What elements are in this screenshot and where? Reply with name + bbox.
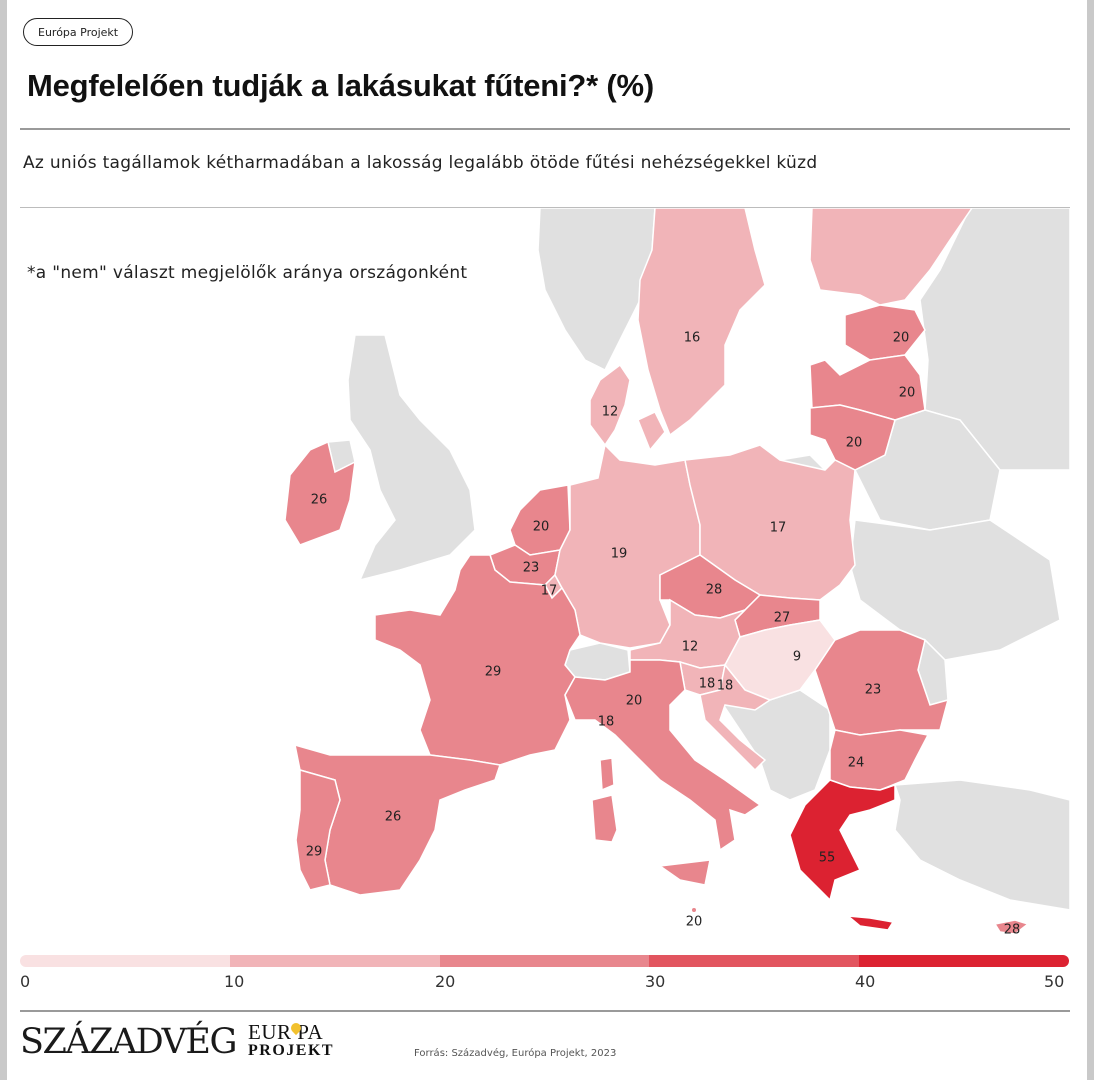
scale-tick-30: 30 xyxy=(645,972,666,991)
scale-tick-20: 20 xyxy=(435,972,456,991)
scale-tick-40: 40 xyxy=(855,972,876,991)
label-slovakia: 27 xyxy=(774,611,791,626)
europa-logo-line2: PROJEKT xyxy=(248,1042,335,1059)
label-france: 29 xyxy=(485,665,502,680)
source-note: Forrás: Századvég, Európa Projekt, 2023 xyxy=(414,1048,617,1059)
italy-shape xyxy=(564,659,762,852)
label-portugal: 29 xyxy=(306,845,323,860)
subtitle: Az uniós tagállamok kétharmadában a lako… xyxy=(23,153,818,173)
label-cyprus: 28 xyxy=(1004,923,1021,938)
label-malta: 20 xyxy=(686,915,703,930)
label-bulgaria: 24 xyxy=(848,756,865,771)
label-luxembourg: 17 xyxy=(541,584,558,599)
page-title: Megfelelően tudják a lakásukat fűteni?* … xyxy=(27,68,655,103)
europe-map: 16 12 20 20 20 26 20 23 17 19 17 28 27 1… xyxy=(284,208,1071,938)
label-greece: 55 xyxy=(819,851,836,866)
denmark-shape xyxy=(589,363,666,452)
scale-segment-40-50 xyxy=(859,955,1069,967)
label-italy: 20 xyxy=(626,694,643,709)
uk-shape xyxy=(347,334,476,582)
right-frame xyxy=(1087,0,1094,1080)
label-slovenia: 18 xyxy=(699,677,716,692)
label-sweden: 16 xyxy=(684,331,701,346)
portugal-shape xyxy=(295,769,341,891)
label-croatia: 18 xyxy=(717,679,734,694)
scale-tick-10: 10 xyxy=(224,972,245,991)
label-austria: 12 xyxy=(682,640,699,655)
scale-segment-0-10 xyxy=(20,955,230,967)
estonia-shape xyxy=(844,304,926,361)
scale-tick-0: 0 xyxy=(20,972,31,991)
cyprus-shape xyxy=(993,919,1030,935)
label-sardinia: 18 xyxy=(598,715,615,730)
greece-shape xyxy=(789,779,896,902)
label-denmark: 12 xyxy=(602,405,619,420)
label-czechia: 28 xyxy=(706,583,723,598)
label-hungary: 9 xyxy=(793,650,801,665)
romania-shape xyxy=(814,629,950,736)
label-estonia: 20 xyxy=(893,331,910,346)
label-romania: 23 xyxy=(865,683,882,698)
sicily-shape xyxy=(657,859,711,886)
label-latvia: 20 xyxy=(899,386,916,401)
label-ireland: 26 xyxy=(311,493,328,508)
corsica-shape xyxy=(599,757,615,792)
scale-segment-30-40 xyxy=(649,955,860,967)
crete-shape xyxy=(845,915,895,931)
turkey-shape xyxy=(893,779,1071,911)
ukraine-shape xyxy=(849,519,1061,661)
croatia-shape xyxy=(699,663,772,772)
sardinia-shape xyxy=(591,794,618,843)
label-netherlands: 20 xyxy=(533,520,550,535)
sweden-shape xyxy=(637,208,766,437)
szazadveg-logo: SZÁZADVÉG xyxy=(20,1022,237,1062)
title-divider xyxy=(20,128,1070,130)
ireland-shape xyxy=(284,440,356,546)
norway-shape xyxy=(537,208,656,372)
france-shape xyxy=(374,554,581,766)
scale-segment-20-30 xyxy=(439,955,650,967)
finland-shape xyxy=(809,208,973,306)
color-scale-bar xyxy=(20,955,1069,967)
label-belgium: 23 xyxy=(523,561,540,576)
bulgaria-shape xyxy=(829,729,930,791)
map-footnote: *a "nem" választ megjelölők aránya orszá… xyxy=(27,263,468,283)
label-lithuania: 20 xyxy=(846,436,863,451)
scale-tick-50: 50 xyxy=(1044,972,1065,991)
lithuania-shape xyxy=(809,404,896,471)
europa-logo-line1: EUR PA xyxy=(248,1020,324,1044)
label-spain: 26 xyxy=(385,810,402,825)
poland-shape xyxy=(684,444,856,601)
left-frame xyxy=(0,0,7,1080)
category-badge[interactable]: Európa Projekt xyxy=(23,18,134,46)
scale-segment-10-20 xyxy=(229,955,440,967)
label-germany: 19 xyxy=(611,547,628,562)
footer-divider xyxy=(20,1010,1070,1012)
malta-shape xyxy=(692,908,696,912)
label-poland: 17 xyxy=(770,521,787,536)
europa-projekt-logo: EUR PA PROJEKT xyxy=(248,1020,348,1064)
